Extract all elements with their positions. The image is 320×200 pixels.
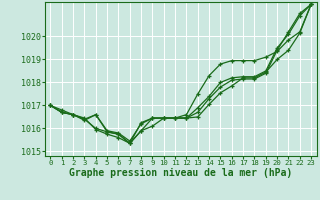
X-axis label: Graphe pression niveau de la mer (hPa): Graphe pression niveau de la mer (hPa) <box>69 168 292 178</box>
